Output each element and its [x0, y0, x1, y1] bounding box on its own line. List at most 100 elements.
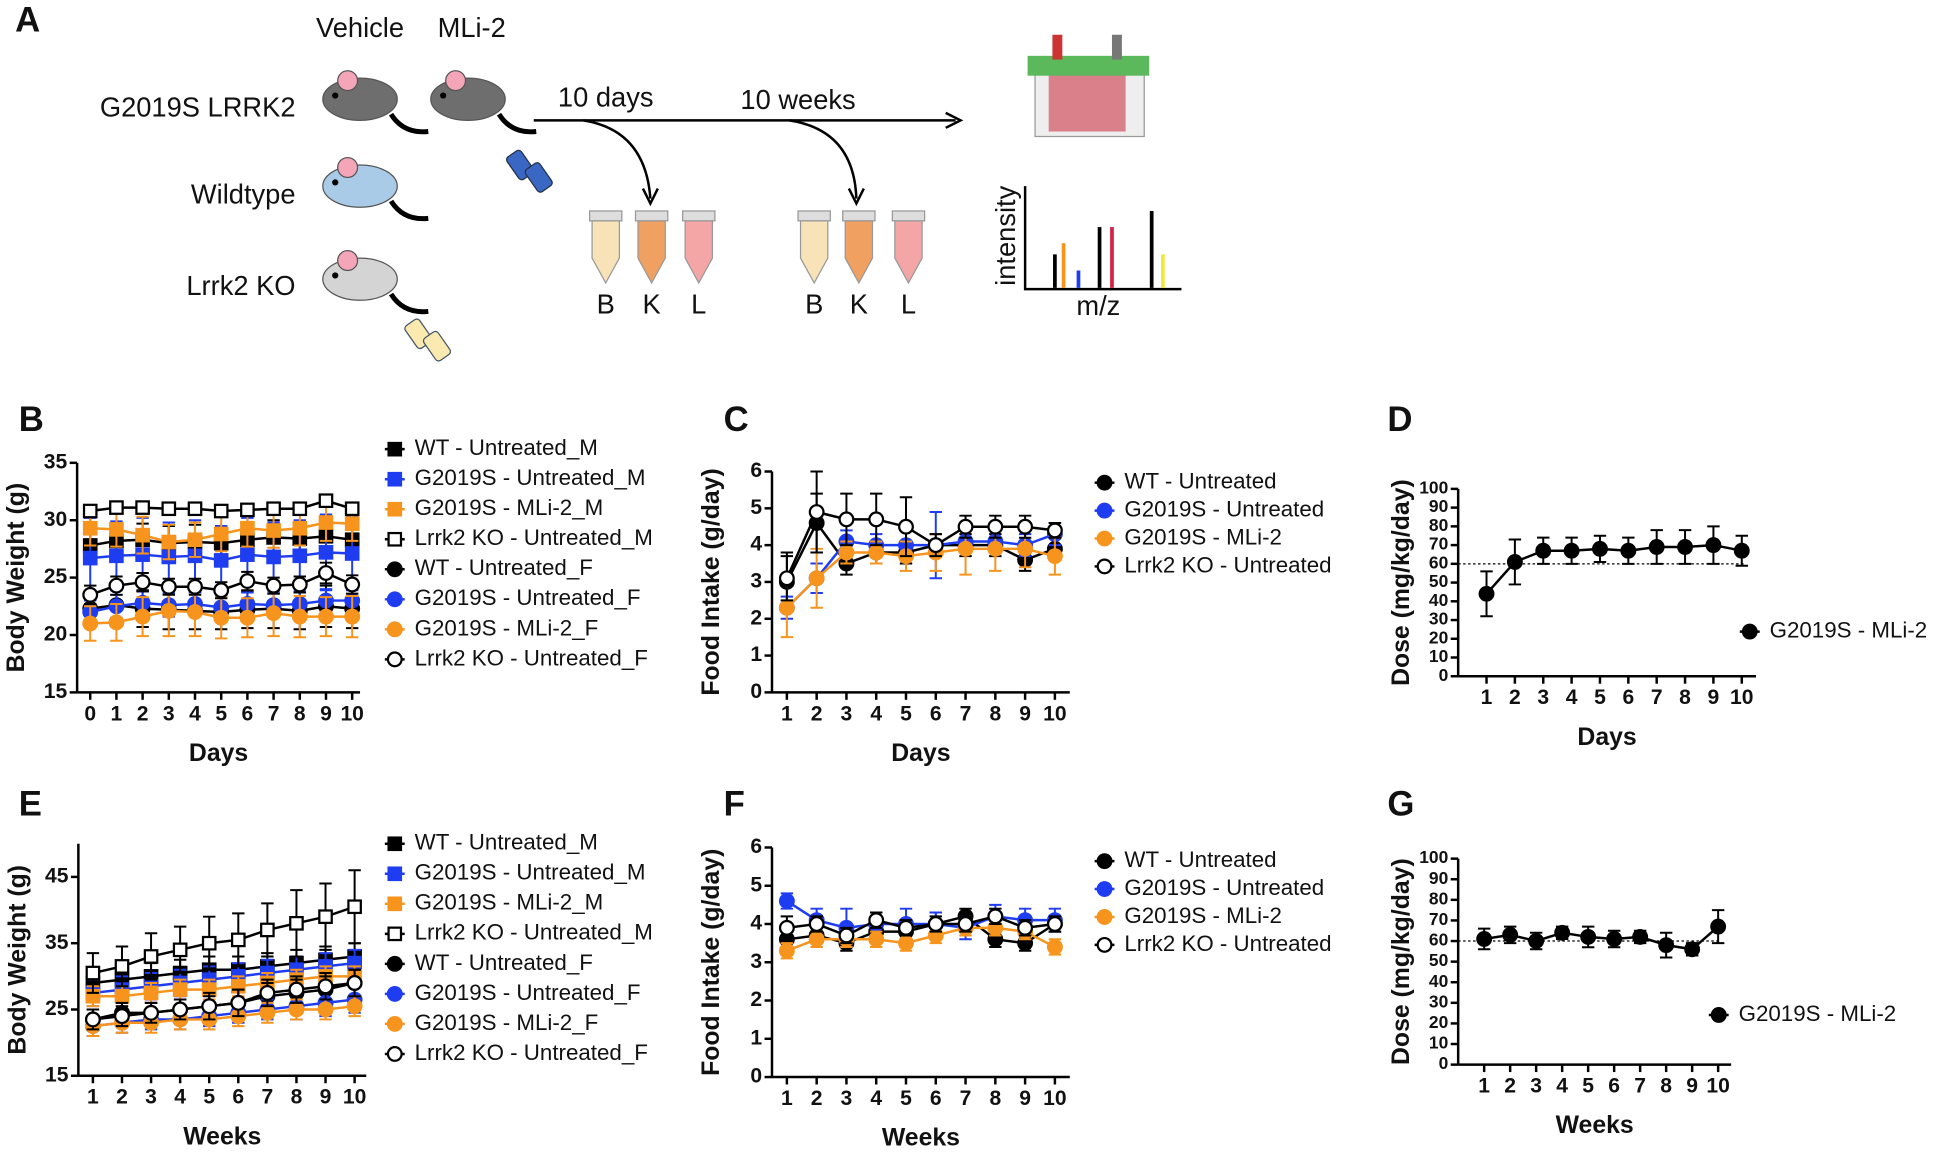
x-tick-label: 9 — [1019, 1087, 1031, 1110]
x-axis-label: Days — [189, 740, 248, 767]
y-tick-label: 10 — [1429, 1033, 1448, 1053]
marker — [386, 621, 403, 638]
y-tick-label: 25 — [45, 997, 69, 1020]
marker — [291, 576, 308, 593]
mouse-tail — [388, 112, 429, 135]
series-line — [1485, 543, 1743, 595]
x-tick-label: 10 — [343, 1086, 366, 1109]
legend-label: G2019S - MLi-2 — [1124, 903, 1282, 928]
x-tick-label: 10 — [340, 702, 363, 725]
y-tick-label: 70 — [1429, 534, 1448, 554]
marker — [230, 932, 246, 948]
y-axis-label: Food Intake (g/day) — [698, 849, 725, 1076]
x-tick-label: 3 — [841, 1087, 853, 1110]
marker — [230, 994, 247, 1011]
marker — [114, 1008, 130, 1025]
y-tick-label: 35 — [44, 450, 68, 473]
marker — [386, 591, 403, 608]
marker — [778, 919, 795, 936]
y-tick-label: 80 — [1429, 888, 1448, 908]
tube-cap — [891, 210, 926, 222]
marker — [172, 1001, 189, 1018]
marker — [213, 553, 229, 568]
series-line — [1483, 925, 1719, 951]
marker — [1648, 539, 1665, 555]
y-tick-label: 45 — [45, 864, 69, 887]
marker — [957, 540, 974, 557]
marker — [386, 561, 403, 578]
y-tick-label: 15 — [45, 1063, 69, 1086]
mouse-ear — [445, 70, 467, 92]
time-label: 10 weeks — [740, 84, 855, 115]
y-axis-label: Food Intake (g/day) — [698, 468, 725, 695]
marker — [1554, 924, 1571, 941]
tube — [637, 220, 666, 285]
mice — [322, 70, 537, 315]
marker — [1096, 881, 1113, 897]
marker — [266, 549, 281, 565]
x-tick-label: 5 — [203, 1086, 215, 1109]
tube-label: B — [805, 289, 823, 320]
x-tick-label: 5 — [900, 702, 912, 725]
y-tick-label: 90 — [1429, 496, 1448, 516]
x-tick-label: 2 — [811, 1087, 823, 1110]
marker — [344, 501, 360, 517]
marker — [143, 985, 159, 1001]
series-line — [92, 1004, 355, 1028]
marker — [1096, 558, 1113, 575]
x-tick-label: 4 — [174, 1086, 186, 1109]
tube-cap — [634, 210, 669, 222]
marker — [387, 896, 403, 912]
panel-label: C — [724, 401, 749, 439]
mouse-eye — [332, 92, 339, 99]
genotype-label: Lrrk2 KO — [186, 270, 295, 301]
series-line — [92, 998, 355, 1028]
mouse-eye — [332, 272, 339, 279]
marker — [187, 501, 203, 517]
marker — [114, 988, 130, 1004]
series-line — [785, 510, 1056, 579]
mouse-body — [322, 164, 398, 208]
marker — [1017, 518, 1034, 535]
marker — [1506, 554, 1523, 570]
mouse-ear — [337, 70, 359, 92]
x-tick-label: 8 — [989, 702, 1001, 725]
x-tick-label: 10 — [1043, 1087, 1066, 1110]
mouse-tail — [388, 292, 429, 315]
marker — [84, 1011, 101, 1028]
legend-label: G2019S - MLi-2_F — [415, 1010, 599, 1035]
marker — [288, 981, 305, 998]
series-line — [786, 926, 1056, 952]
y-tick-label: 70 — [1429, 909, 1448, 929]
marker — [1632, 928, 1649, 945]
x-tick-label: 5 — [215, 702, 227, 725]
marker — [868, 544, 885, 561]
y-tick-label: 40 — [1429, 971, 1448, 991]
x-tick-label: 6 — [930, 1087, 942, 1110]
legend-label: Lrrk2 KO - Untreated_M — [415, 525, 653, 550]
marker — [808, 916, 825, 932]
x-tick-label: 2 — [116, 1086, 128, 1109]
marker — [260, 922, 275, 938]
marker — [109, 522, 124, 537]
marker — [387, 471, 403, 487]
marker — [386, 1015, 403, 1032]
x-tick-label: 9 — [1686, 1075, 1698, 1098]
y-tick-label: 6 — [750, 459, 762, 482]
marker — [108, 577, 125, 594]
legend-label: G2019S - Untreated — [1124, 875, 1324, 900]
marker — [265, 577, 282, 594]
mouse-tail — [496, 112, 537, 135]
y-tick-label: 0 — [1439, 665, 1449, 685]
timeline — [533, 111, 964, 207]
marker — [808, 931, 825, 948]
marker — [266, 523, 281, 538]
legend-label: G2019S - MLi-2 — [1124, 524, 1282, 549]
marker — [1684, 941, 1701, 958]
marker — [201, 998, 218, 1015]
y-tick-label: 100 — [1419, 477, 1448, 497]
marker — [387, 531, 403, 547]
legend-label: G2019S - Untreated_F — [415, 980, 641, 1005]
marker — [109, 548, 124, 564]
marker — [213, 582, 230, 599]
